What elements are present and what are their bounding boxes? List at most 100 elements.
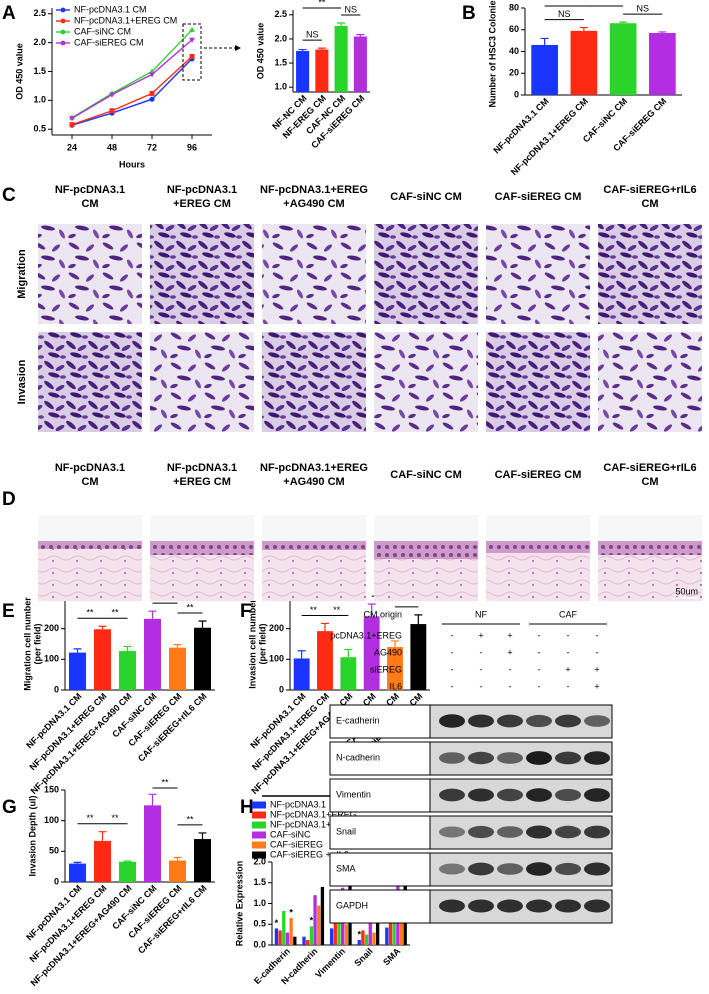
panel-label: A	[2, 3, 16, 24]
legend-swatch	[252, 811, 266, 819]
significance: NS	[558, 9, 571, 19]
bar	[278, 930, 282, 945]
y-tick-label: 0.5	[33, 124, 46, 134]
point	[149, 96, 155, 102]
bar	[388, 905, 393, 945]
wb-condition: pcDNA3.1+EREG	[330, 630, 402, 640]
error-bar	[298, 48, 307, 51]
y-tick-label: 0	[54, 684, 59, 694]
significance: *	[289, 907, 293, 917]
error-bar	[391, 640, 399, 648]
significance: *	[357, 929, 361, 939]
y-axis-label: OD 450 value	[14, 43, 24, 100]
legend-label: CAF-siEREG CM	[74, 37, 144, 47]
y-tick-label: 2.0	[33, 37, 46, 47]
wb-band	[497, 826, 523, 838]
wb-band	[584, 715, 610, 727]
row-label: Migration	[16, 249, 28, 299]
legend-label: NF-pcDNA3.1	[270, 799, 326, 809]
point	[189, 37, 195, 43]
significance: **	[333, 605, 341, 615]
micrograph	[598, 332, 702, 432]
wb-band	[555, 788, 581, 802]
micrograph	[262, 224, 366, 324]
y-tick-label: 0	[54, 876, 59, 886]
wb-band	[439, 752, 465, 764]
y-axis-label: (per field)	[32, 623, 42, 664]
wb-band-label: N-cadherin	[336, 752, 380, 762]
column-header: NF-pcDNA3.1	[55, 462, 125, 474]
error-bar	[540, 37, 549, 45]
wb-group: NF	[475, 609, 487, 619]
wb-sign: -	[451, 681, 454, 691]
bar	[570, 30, 598, 95]
wb-band	[468, 825, 494, 839]
bar	[313, 895, 317, 945]
wb-band	[468, 899, 494, 913]
micrograph	[598, 224, 702, 324]
bar	[337, 909, 341, 945]
bar	[361, 930, 365, 945]
bar	[306, 940, 310, 945]
wb-band	[526, 714, 552, 728]
y-tick-label: 1.0	[33, 95, 46, 105]
wb-sign: -	[538, 630, 541, 640]
bar	[340, 657, 357, 690]
wb-sign: -	[567, 630, 570, 640]
bar	[315, 49, 329, 92]
wb-sign: -	[480, 681, 483, 691]
wb-sign: -	[451, 647, 454, 657]
bar	[144, 618, 161, 690]
highlight-box	[182, 23, 202, 81]
legend-swatch	[252, 801, 266, 809]
y-tick-label: 0.0	[253, 939, 266, 949]
significance: **	[161, 777, 169, 787]
column-header: NF-pcDNA3.1+EREG	[260, 184, 368, 196]
point	[69, 122, 75, 128]
error-bar	[198, 832, 207, 840]
y-axis-label: Relative Expression	[234, 861, 244, 947]
legend-marker	[60, 18, 66, 24]
wb-label-box	[329, 815, 431, 850]
legend-marker	[60, 29, 66, 35]
micrograph	[38, 332, 142, 432]
error-bar	[148, 793, 157, 806]
wb-band	[497, 899, 523, 913]
bar	[302, 936, 306, 945]
y-tick-label: 150	[44, 784, 59, 794]
y-tick-label: 1.0	[274, 82, 287, 92]
significance: **	[111, 608, 119, 618]
wb-band-label: E-cadherin	[336, 715, 380, 725]
y-tick-label: 20	[509, 68, 519, 78]
y-tick-label: 80	[509, 2, 519, 12]
column-header: CAF-siNC CM	[390, 191, 462, 203]
bar	[296, 51, 310, 92]
wb-sign: +	[507, 647, 512, 657]
error-bar	[317, 47, 326, 50]
significance: *	[582, 0, 586, 5]
wb-sign: -	[538, 664, 541, 674]
bar	[309, 926, 314, 945]
micrograph	[486, 224, 590, 324]
wb-band	[555, 862, 581, 876]
wb-label-box	[329, 778, 431, 813]
wb-sign: -	[596, 630, 599, 640]
point	[189, 53, 195, 59]
column-header: CAF-siEREG+rIL6	[603, 184, 696, 196]
bar	[399, 905, 404, 945]
error-bar	[321, 622, 329, 632]
error-bar	[73, 648, 82, 653]
y-axis-label: Migration cell number	[22, 597, 32, 691]
y-tick-label: 1.5	[274, 57, 287, 67]
wb-band	[468, 751, 494, 765]
micrograph	[150, 332, 254, 432]
bar	[372, 932, 376, 945]
wb-band	[497, 863, 523, 875]
legend-marker	[60, 40, 66, 46]
column-header: +EREG CM	[173, 476, 231, 488]
column-header: CM	[641, 476, 658, 488]
wb-band	[497, 752, 523, 764]
bar	[144, 805, 161, 882]
significance: **	[186, 814, 194, 824]
bar	[363, 616, 380, 690]
